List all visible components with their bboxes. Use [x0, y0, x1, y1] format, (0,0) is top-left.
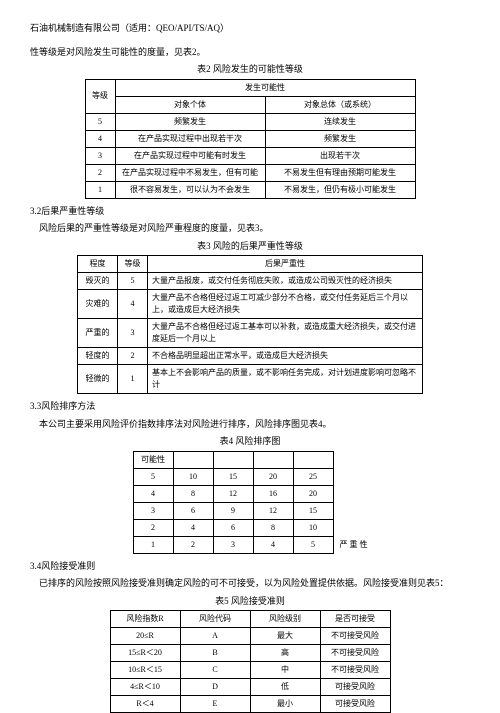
section-3-3-title: 3.3风险排序方法	[30, 400, 470, 414]
section-3-3-para: 本公司主要采用风险评价指数排序法对风险进行排序，风险排序图见表4。	[30, 418, 470, 432]
table4-right-label: 严 重 性	[340, 539, 368, 554]
table3-caption: 表3 风险的后果严重性等级	[30, 240, 470, 254]
table5-caption: 表5 风险接受准则	[30, 595, 470, 609]
section-3-4-para: 已排序的风险按照风险接受准则确定风险的可不可接受，以为风险处置提供依据。风险接受…	[30, 577, 470, 591]
table2: 等级发生可能性对象个体对象总体（或系统）5频繁发生连续发生4在产品实现过程中出现…	[85, 79, 416, 199]
table4-caption: 表4 风险排序图	[30, 435, 470, 449]
table2-caption: 表2 风险发生的可能性等级	[30, 63, 470, 77]
table3: 程度等级后果严重性毁灭的5大量产品报废，或交付任务彻底失败，或造成公司毁灭性的经…	[77, 255, 423, 394]
document-header: 石油机械制造有限公司（适用：QEO/API/TS/AQ）	[30, 22, 470, 36]
table5: 风险指数R风险代码风险级别是否可接受20≤RA最大不可接受风险15≤R＜20B高…	[110, 610, 391, 713]
section-3-2-title: 3.2后果严重性等级	[30, 205, 470, 219]
section-3-2-para: 风险后果的严重性等级是对风险严重程度的度量，见表3。	[30, 222, 470, 236]
intro-paragraph: 性等级是对风险发生可能性的度量，见表2。	[30, 46, 470, 60]
section-3-4-title: 3.4风险接受准则	[30, 560, 470, 574]
table4: 可能性 51015202548121620369121524681012345	[133, 451, 334, 554]
